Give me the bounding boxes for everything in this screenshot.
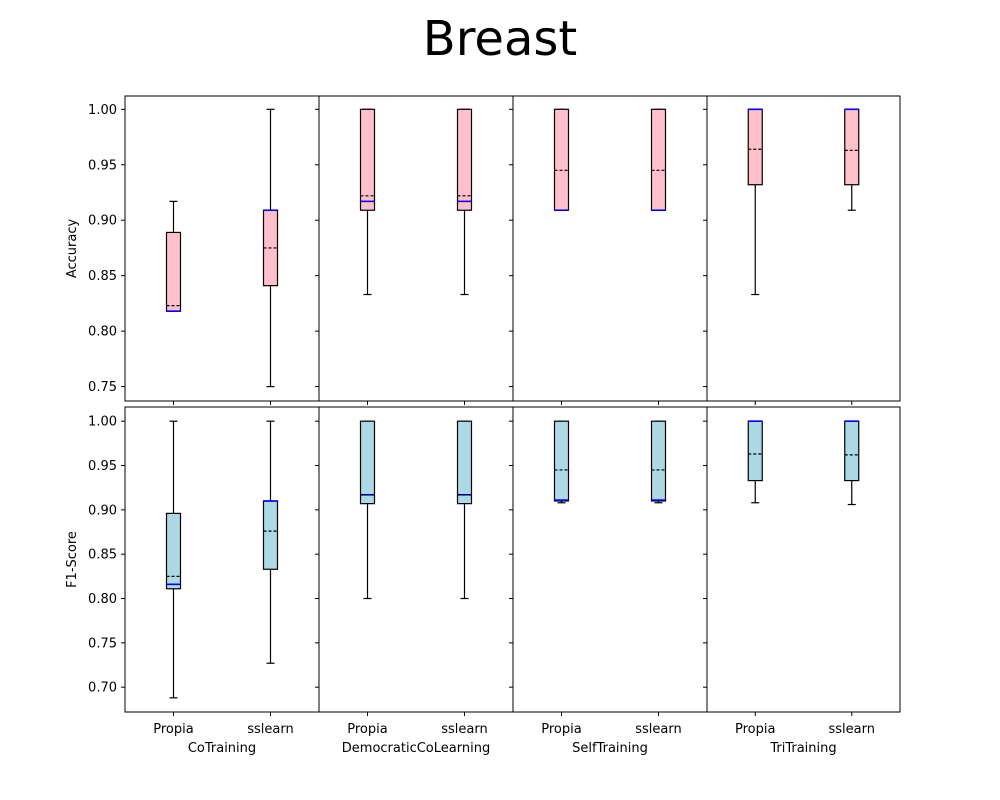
selftraining-sslearn-x-tick-label: sslearn: [635, 722, 681, 737]
accuracy-democraticcolearning-panel-frame: [318, 95, 514, 402]
accuracy-cotraining-propia-box: [165, 231, 182, 312]
tritraining-propia-x-tick-label: Propia: [735, 722, 775, 737]
accuracy-selftraining-propia-box: [553, 108, 570, 211]
accuracy-y-axis-label: Accuracy: [65, 219, 80, 279]
accuracy-selftraining-panel-frame: [512, 95, 708, 402]
f1-score-democraticcolearning-propia-box: [359, 420, 376, 505]
democraticcolearning-x-axis-label: DemocraticCoLearning: [342, 741, 490, 756]
accuracy-y-tick-label: 0.85: [88, 269, 117, 284]
f1-score-democraticcolearning-sslearn-box: [456, 420, 473, 505]
accuracy-tritraining-propia-box: [747, 108, 763, 186]
cotraining-propia-x-tick-label: Propia: [153, 722, 193, 737]
tritraining-x-axis-label: TriTraining: [769, 741, 836, 756]
f1-score-tritraining-sslearn-box: [844, 420, 860, 482]
f1-score-selftraining-panel-frame: [512, 406, 708, 713]
f1-score-y-tick-label: 0.80: [88, 592, 117, 607]
tritraining-sslearn-x-tick-label: sslearn: [829, 722, 875, 737]
accuracy-y-tick-label: 1.00: [88, 103, 117, 118]
accuracy-y-tick-label: 0.95: [88, 158, 117, 173]
chart-title: Breast: [423, 11, 577, 67]
accuracy-y-tick-label: 0.80: [88, 325, 117, 340]
f1-score-cotraining-propia-box: [165, 512, 182, 590]
f1-score-cotraining-panel-frame: [124, 406, 320, 713]
f1-score-cotraining-sslearn-box: [262, 500, 279, 570]
f1-score-selftraining-propia-box: [553, 420, 570, 502]
f1-score-selftraining-sslearn-box: [650, 420, 667, 502]
accuracy-y-tick-label: 0.75: [88, 380, 117, 395]
f1-score-tritraining-panel-frame: [706, 406, 901, 713]
democraticcolearning-propia-x-tick-label: Propia: [347, 722, 387, 737]
accuracy-democraticcolearning-sslearn-box: [456, 108, 473, 211]
accuracy-tritraining-panel-frame: [706, 95, 901, 402]
f1-score-y-tick-label: 0.85: [88, 548, 117, 563]
accuracy-y-tick-label: 0.90: [88, 214, 117, 229]
accuracy-democraticcolearning-propia-box: [359, 108, 376, 211]
f1-score-democraticcolearning-panel-frame: [318, 406, 514, 713]
selftraining-x-axis-label: SelfTraining: [572, 741, 648, 756]
f1-score-y-tick-label: 0.75: [88, 636, 117, 651]
selftraining-propia-x-tick-label: Propia: [541, 722, 581, 737]
f1-score-y-tick-label: 0.70: [88, 681, 117, 696]
cotraining-sslearn-x-tick-label: sslearn: [247, 722, 293, 737]
f1-score-y-axis-label: F1-Score: [65, 531, 80, 588]
accuracy-tritraining-sslearn-box: [844, 108, 860, 186]
accuracy-cotraining-panel-frame: [124, 95, 320, 402]
f1-score-y-tick-label: 1.00: [88, 415, 117, 430]
f1-score-tritraining-propia-box: [747, 420, 763, 482]
democraticcolearning-sslearn-x-tick-label: sslearn: [441, 722, 487, 737]
f1-score-y-tick-label: 0.95: [88, 459, 117, 474]
accuracy-selftraining-sslearn-box: [650, 108, 667, 211]
f1-score-y-tick-label: 0.90: [88, 503, 117, 518]
cotraining-x-axis-label: CoTraining: [188, 741, 256, 756]
